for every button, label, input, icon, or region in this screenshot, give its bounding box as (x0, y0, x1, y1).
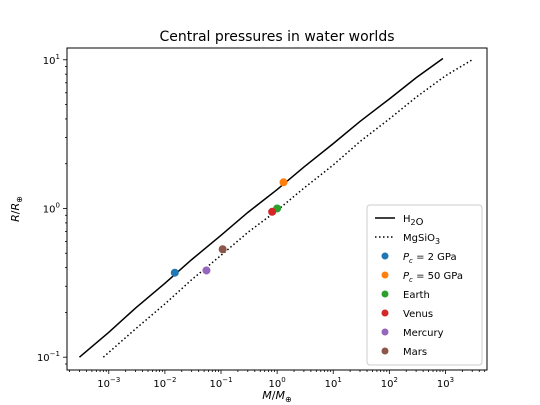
x-axis-label: M/M⊕ (262, 389, 291, 404)
series-line-1 (102, 59, 473, 358)
x-tick-label: 10−1 (209, 376, 232, 390)
legend-point-label-3: Venus (403, 309, 433, 320)
x-axis: 10−3 10−2 10−1 100 101 102 103 (69, 370, 486, 390)
y-tick-label: 101 (43, 53, 60, 67)
x-tick-label: 101 (325, 376, 342, 390)
legend-label-0: H2O (403, 214, 424, 228)
data-points (170, 178, 288, 277)
legend-marker-0 (381, 252, 389, 260)
data-point-4 (202, 266, 211, 275)
legend-point-label-5: Mars (403, 347, 427, 358)
plot-area (66, 47, 488, 371)
data-point-5 (218, 245, 227, 254)
legend-label-1: MgSiO3 (403, 233, 440, 246)
legend-marker-2 (381, 290, 389, 298)
x-tick-label: 103 (437, 376, 454, 390)
series-line-0 (78, 57, 444, 358)
legend-point-label-4: Mercury (403, 328, 444, 339)
y-axis-label: R/R⊕ (9, 196, 24, 222)
data-point-1 (279, 178, 288, 187)
legend-point-label-0: Pc = 2 GPa (403, 252, 457, 265)
data-point-0 (170, 268, 179, 277)
legend-marker-3 (381, 309, 389, 317)
data-point-3 (268, 207, 277, 216)
legend-marker-4 (381, 328, 389, 336)
x-tick-label: 100 (269, 376, 286, 390)
x-tick-label: 102 (381, 376, 398, 390)
y-tick-label: 10−1 (37, 350, 60, 364)
x-tick-label: 10−3 (97, 376, 120, 390)
x-tick-label: 10−2 (153, 376, 176, 390)
legend-point-label-1: Pc = 50 GPa (403, 271, 463, 284)
y-axis: 10−1 100 101 (37, 53, 67, 365)
legend-box (366, 204, 483, 366)
chart-title: Central pressures in water worlds (159, 29, 394, 45)
y-tick-label: 100 (43, 201, 60, 215)
series-lines (78, 57, 473, 358)
legend-marker-1 (381, 271, 389, 279)
legend-marker-5 (381, 347, 389, 355)
legend-point-label-2: Earth (403, 290, 430, 301)
legend: H2O MgSiO3 Pc = 2 GPa Pc = 50 GPa Earth Venus… (366, 204, 483, 366)
